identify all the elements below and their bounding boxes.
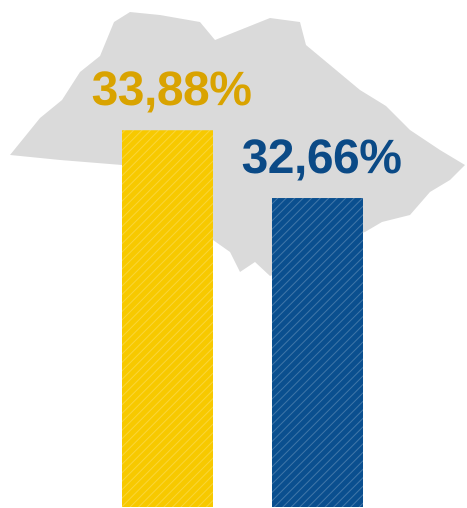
bar-hatch — [272, 198, 363, 508]
bar-hatch — [122, 130, 213, 507]
value-label: 32,66% — [242, 131, 402, 184]
value-label: 33,88% — [92, 63, 252, 116]
